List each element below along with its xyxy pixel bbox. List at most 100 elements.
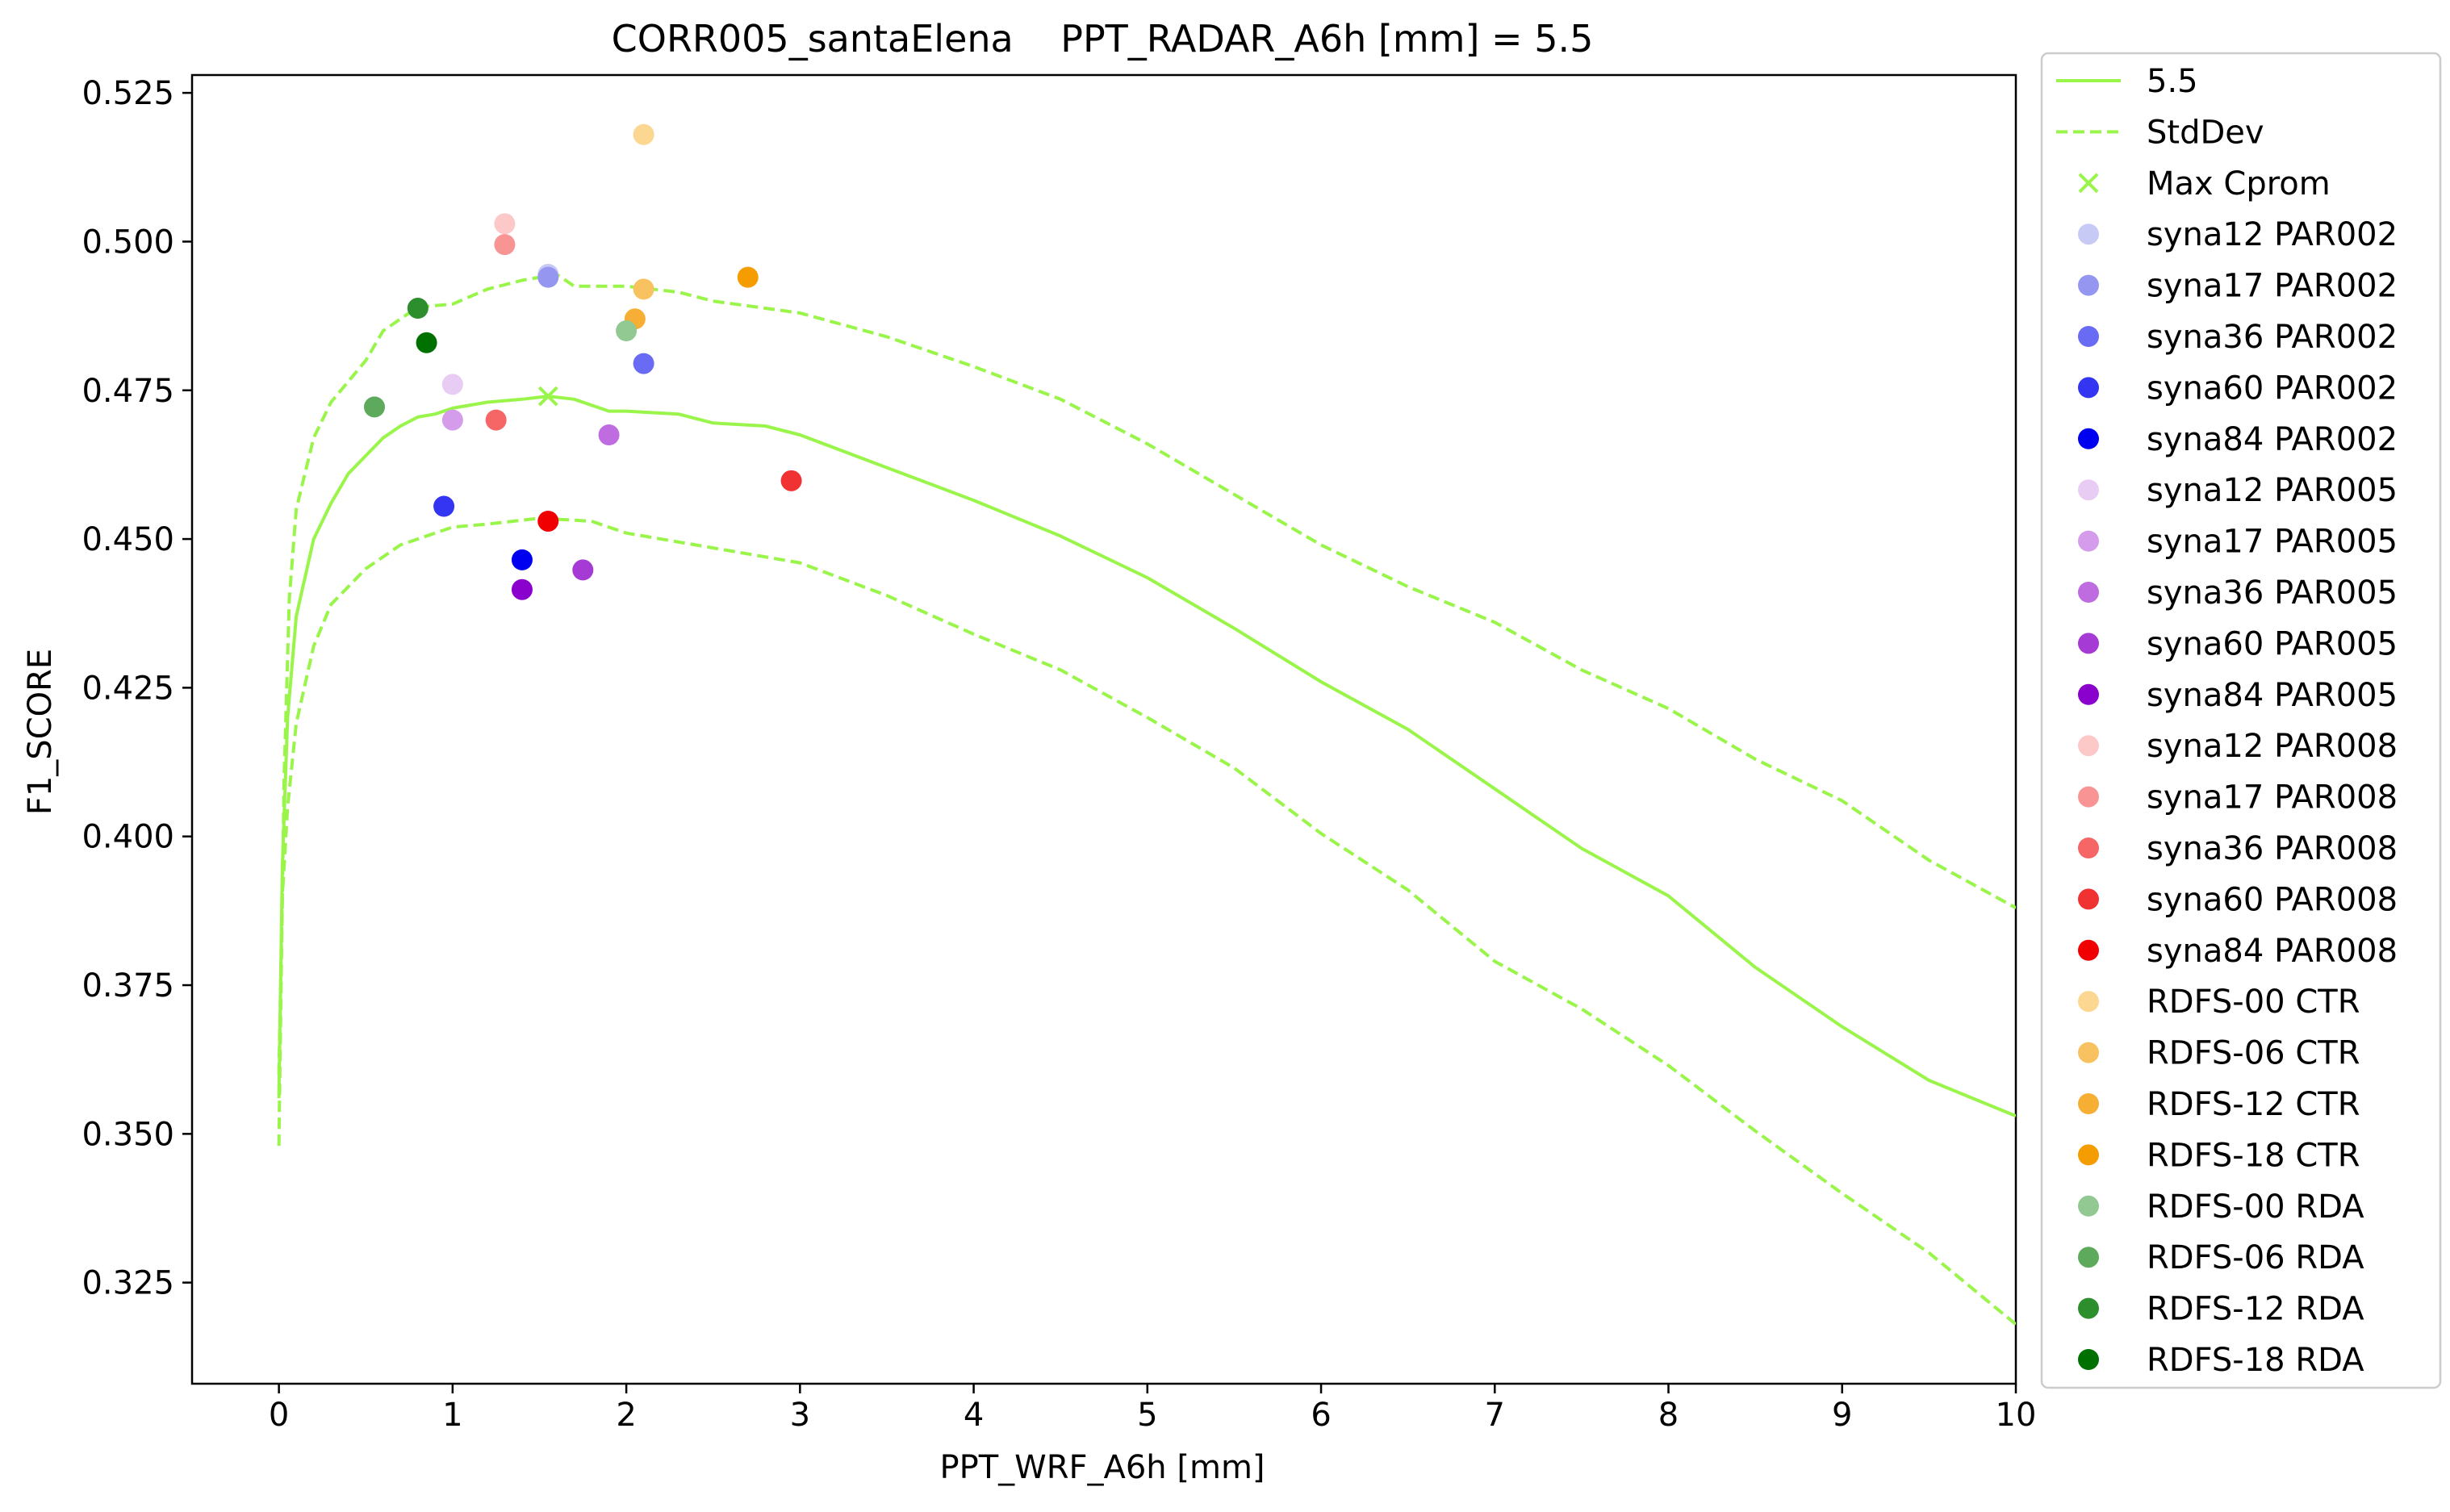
legend-item: RDFS-12 CTR xyxy=(2078,1086,2360,1123)
legend-item: syna60 PAR008 xyxy=(2078,881,2398,918)
legend-dot-swatch xyxy=(2078,786,2099,808)
legend-label: RDFS-00 CTR xyxy=(2147,984,2360,1021)
legend-label: RDFS-06 RDA xyxy=(2147,1239,2364,1276)
legend-label: syna17 PAR005 xyxy=(2147,524,2398,561)
legend-dot-swatch xyxy=(2078,479,2099,501)
legend-item: RDFS-18 RDA xyxy=(2078,1342,2364,1379)
legend-dot-swatch xyxy=(2078,530,2099,552)
scatter-point xyxy=(633,353,654,374)
legend-item: syna60 PAR002 xyxy=(2078,370,2398,407)
x-tick-label: 3 xyxy=(790,1397,810,1434)
legend-dot-swatch xyxy=(2078,582,2099,603)
x-axis-label: PPT_WRF_A6h [mm] xyxy=(939,1449,1265,1486)
scatter-point xyxy=(494,234,516,256)
legend-label: syna17 PAR008 xyxy=(2147,779,2398,817)
legend-dot-swatch xyxy=(2078,428,2099,449)
legend-item: syna17 PAR002 xyxy=(2078,268,2398,305)
legend-item: RDFS-06 RDA xyxy=(2078,1239,2364,1276)
legend-item: syna36 PAR008 xyxy=(2078,830,2398,867)
legend-label: syna12 PAR008 xyxy=(2147,728,2398,765)
legend-box xyxy=(2040,52,2442,1389)
scatter-point xyxy=(616,320,638,342)
mean-line xyxy=(277,395,2016,1118)
scatter-point xyxy=(433,495,455,517)
legend-dot-swatch xyxy=(2078,735,2099,757)
x-tick-label: 9 xyxy=(1832,1397,1852,1434)
legend-item: syna84 PAR002 xyxy=(2078,421,2398,458)
chart-title: CORR005_santaElena PPT_RADAR_A6h [mm] = … xyxy=(612,17,1594,61)
max-cprom-stroke xyxy=(537,386,558,407)
legend-item: RDFS-06 CTR xyxy=(2078,1035,2360,1072)
legend-dot-swatch xyxy=(2078,1042,2099,1063)
legend-item: RDFS-18 CTR xyxy=(2078,1137,2360,1174)
scatter-point xyxy=(441,409,463,431)
legend-label: RDFS-18 CTR xyxy=(2147,1137,2360,1174)
y-tick-label: 0.400 xyxy=(82,819,174,856)
legend-dot-swatch xyxy=(2078,683,2099,705)
y-axis-label: F1_SCORE xyxy=(22,649,59,815)
data-layer xyxy=(277,123,2016,1326)
legend-dot-swatch xyxy=(2078,1247,2099,1268)
scatter-point xyxy=(407,298,429,320)
legend-label: syna60 PAR005 xyxy=(2147,625,2398,662)
legend-dot-swatch xyxy=(2078,223,2099,245)
legend-label: RDFS-00 RDA xyxy=(2147,1188,2364,1226)
legend-dot-swatch xyxy=(2078,326,2099,347)
scatter-point xyxy=(511,578,533,600)
scatter-point xyxy=(572,559,594,581)
legend-label: syna84 PAR002 xyxy=(2147,421,2398,458)
legend-dot-swatch xyxy=(2078,837,2099,858)
legend-label: RDFS-06 CTR xyxy=(2147,1035,2360,1072)
legend-item: syna36 PAR002 xyxy=(2078,319,2398,356)
scatter-point xyxy=(416,332,437,353)
legend-item: syna84 PAR005 xyxy=(2078,677,2398,714)
legend-item: syna60 PAR005 xyxy=(2078,625,2398,662)
x-tick-label: 8 xyxy=(1658,1397,1679,1434)
legend-dot-swatch xyxy=(2078,1093,2099,1114)
legend-label: syna84 PAR005 xyxy=(2147,677,2398,714)
x-tick-label: 5 xyxy=(1137,1397,1157,1434)
legend-item: syna17 PAR008 xyxy=(2078,779,2398,817)
legend-label: syna36 PAR002 xyxy=(2147,319,2398,356)
axes-frame xyxy=(190,73,2017,1385)
scatter-point xyxy=(737,266,759,288)
x-tick-label: 2 xyxy=(616,1397,636,1434)
y-tick-label: 0.325 xyxy=(82,1265,174,1302)
legend-item: Max Cprom xyxy=(2078,165,2331,203)
legend-dot-swatch xyxy=(2078,1297,2099,1319)
legend-dot-swatch xyxy=(2078,274,2099,296)
stddev-line xyxy=(277,273,2016,1147)
scatter-point xyxy=(494,213,516,235)
legend-label: RDFS-12 RDA xyxy=(2147,1291,2364,1328)
legend-dot-swatch xyxy=(2078,633,2099,654)
legend-label: syna12 PAR005 xyxy=(2147,472,2398,509)
legend-x-swatch xyxy=(2078,173,2099,194)
y-tick-label: 0.450 xyxy=(82,521,174,558)
legend-dot-swatch xyxy=(2078,377,2099,399)
y-tick-label: 0.525 xyxy=(82,75,174,112)
scatter-point xyxy=(633,278,654,300)
legend-item: syna17 PAR005 xyxy=(2078,524,2398,561)
scatter-point xyxy=(441,374,463,395)
y-tick-label: 0.350 xyxy=(82,1116,174,1153)
legend-dot-swatch xyxy=(2078,888,2099,910)
scatter-point xyxy=(485,409,507,431)
scatter-point xyxy=(511,549,533,570)
legend-label: syna36 PAR008 xyxy=(2147,830,2398,867)
legend-dot-swatch xyxy=(2078,1195,2099,1217)
scatter-point xyxy=(537,510,559,532)
x-tick-label: 6 xyxy=(1311,1397,1331,1434)
legend-label: syna60 PAR008 xyxy=(2147,881,2398,918)
scatter-point xyxy=(364,396,385,418)
legend-label: 5.5 xyxy=(2147,63,2198,100)
legend-item: RDFS-00 RDA xyxy=(2078,1188,2364,1226)
y-tick-label: 0.475 xyxy=(82,373,174,410)
legend-label: syna60 PAR002 xyxy=(2147,370,2398,407)
x-tick-label: 10 xyxy=(1996,1397,2037,1434)
legend-label: RDFS-18 RDA xyxy=(2147,1342,2364,1379)
stddev-line xyxy=(277,516,2016,1326)
scatter-point xyxy=(633,123,654,145)
y-tick-label: 0.375 xyxy=(82,967,174,1005)
